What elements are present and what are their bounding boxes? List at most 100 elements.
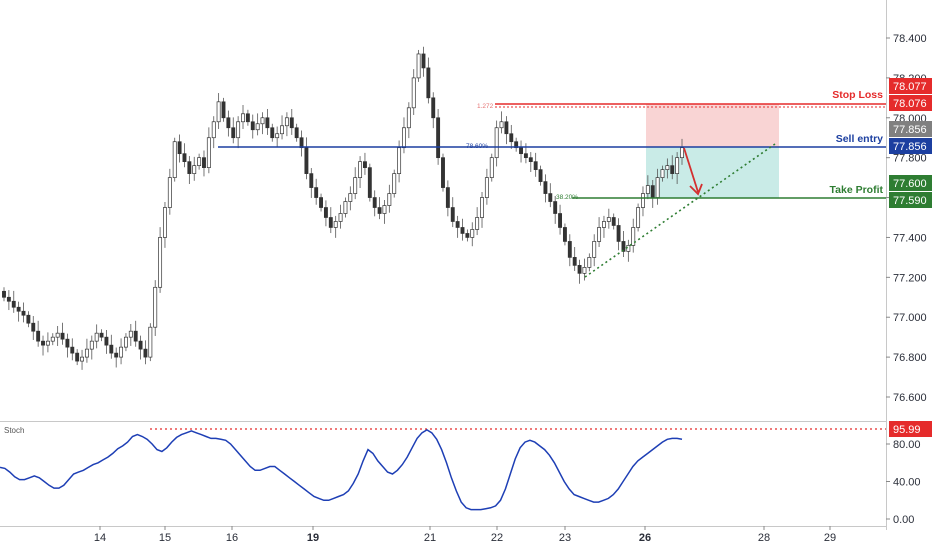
stoch-title: Stoch: [4, 426, 24, 435]
candle-body: [255, 123, 260, 131]
stoch-tick-label: 40.00: [893, 477, 921, 489]
candle-body: [55, 332, 60, 338]
candle-body: [641, 193, 645, 208]
candle-body: [597, 227, 602, 242]
candle-body: [367, 167, 372, 198]
time-tick-label: 19: [307, 532, 319, 544]
candle-body: [421, 53, 426, 69]
stoch-level-badge: 95.99: [889, 421, 932, 437]
candle-body: [548, 193, 553, 202]
candle-body: [377, 207, 382, 214]
candle-body: [519, 147, 523, 155]
price-tick-label: 78.400: [893, 33, 927, 45]
candle-body: [523, 153, 528, 159]
candle-body: [167, 177, 172, 208]
candle-body: [445, 187, 450, 208]
candle-body: [441, 157, 445, 188]
candle-body: [484, 177, 489, 198]
candle-body: [650, 185, 655, 198]
stop-loss-badge-bottom: 78.076: [889, 95, 932, 111]
candle-body: [75, 352, 80, 362]
candle-body: [616, 225, 621, 242]
candle-body: [402, 127, 406, 149]
candle-body: [143, 348, 148, 358]
price-tick-label: 77.200: [893, 272, 927, 284]
candle-body: [172, 141, 177, 178]
candle-body: [572, 257, 577, 266]
candle-body: [382, 205, 387, 214]
sell-arrow-icon: [683, 147, 703, 196]
fib-upper-label: 1.272: [477, 103, 494, 110]
candle-body: [114, 352, 119, 358]
candle-body: [80, 356, 84, 362]
candle-body: [328, 217, 333, 228]
time-axis[interactable]: 14 15 16 19 21 22 23 26 28 29: [94, 526, 836, 544]
trend-line[interactable]: [584, 143, 776, 278]
candle-body: [275, 133, 280, 139]
candle-body: [411, 77, 416, 109]
candle-body: [567, 241, 572, 258]
candle-body: [153, 286, 158, 328]
candle-body: [319, 197, 324, 208]
candle-body: [60, 332, 65, 340]
candle-body: [343, 201, 348, 214]
candle-body: [21, 310, 26, 316]
candle-body: [655, 177, 660, 198]
candle-body: [26, 314, 31, 324]
candle-body: [202, 157, 206, 168]
candle-body: [163, 207, 167, 238]
time-tick-label: 29: [824, 532, 836, 544]
candle-body: [577, 265, 582, 274]
price-tick-label: 77.000: [893, 312, 927, 324]
candle-body: [270, 127, 275, 139]
candle-body: [2, 290, 6, 298]
stoch-axis[interactable]: 80.00 40.00 0.00: [886, 439, 921, 526]
candle-body: [94, 332, 99, 342]
candle-body: [241, 113, 245, 123]
candle-body: [84, 348, 89, 358]
candle-body: [489, 157, 494, 178]
candle-body: [675, 157, 680, 174]
candle-body: [362, 161, 367, 168]
candle-body: [636, 207, 641, 228]
candle-body: [280, 125, 284, 135]
candle-body: [333, 221, 338, 228]
candle-body: [582, 267, 587, 274]
candle-body: [436, 117, 441, 159]
stoch-line[interactable]: [0, 429, 683, 511]
candle-body: [680, 147, 684, 159]
candle-body: [206, 137, 211, 168]
candle-body: [553, 201, 558, 214]
fib-mid-label: 78.60%: [466, 143, 488, 150]
candle-body: [558, 213, 563, 228]
candle-body: [670, 165, 675, 174]
candle-body: [606, 217, 611, 222]
candle-body: [543, 181, 548, 194]
candle-body: [226, 117, 231, 129]
stoch-tick-label: 0.00: [893, 514, 914, 526]
take-profit-badge-top: 77.600: [889, 175, 932, 191]
candle-body: [504, 121, 509, 135]
candle-body: [660, 169, 665, 178]
candle-body: [499, 121, 504, 129]
candle-body: [216, 101, 221, 123]
candle-body: [65, 338, 70, 348]
candles-layer: [2, 46, 684, 370]
candle-body: [621, 241, 626, 252]
candle-body: [387, 193, 392, 206]
candle-body: [16, 306, 21, 312]
candle-body: [245, 113, 250, 123]
candle-body: [284, 117, 289, 127]
sell-entry-label: Sell entry: [836, 133, 883, 145]
candle-body: [45, 340, 50, 346]
stop-loss-badge-top: 78.077: [889, 78, 932, 94]
candle-body: [123, 336, 128, 348]
svg-text:78.076: 78.076: [893, 98, 927, 110]
candle-body: [304, 147, 309, 174]
candle-body: [538, 169, 543, 182]
candle-body: [470, 229, 475, 238]
time-tick-label: 16: [226, 532, 238, 544]
candle-body: [231, 127, 236, 139]
stop-loss-label: Stop Loss: [832, 89, 883, 101]
